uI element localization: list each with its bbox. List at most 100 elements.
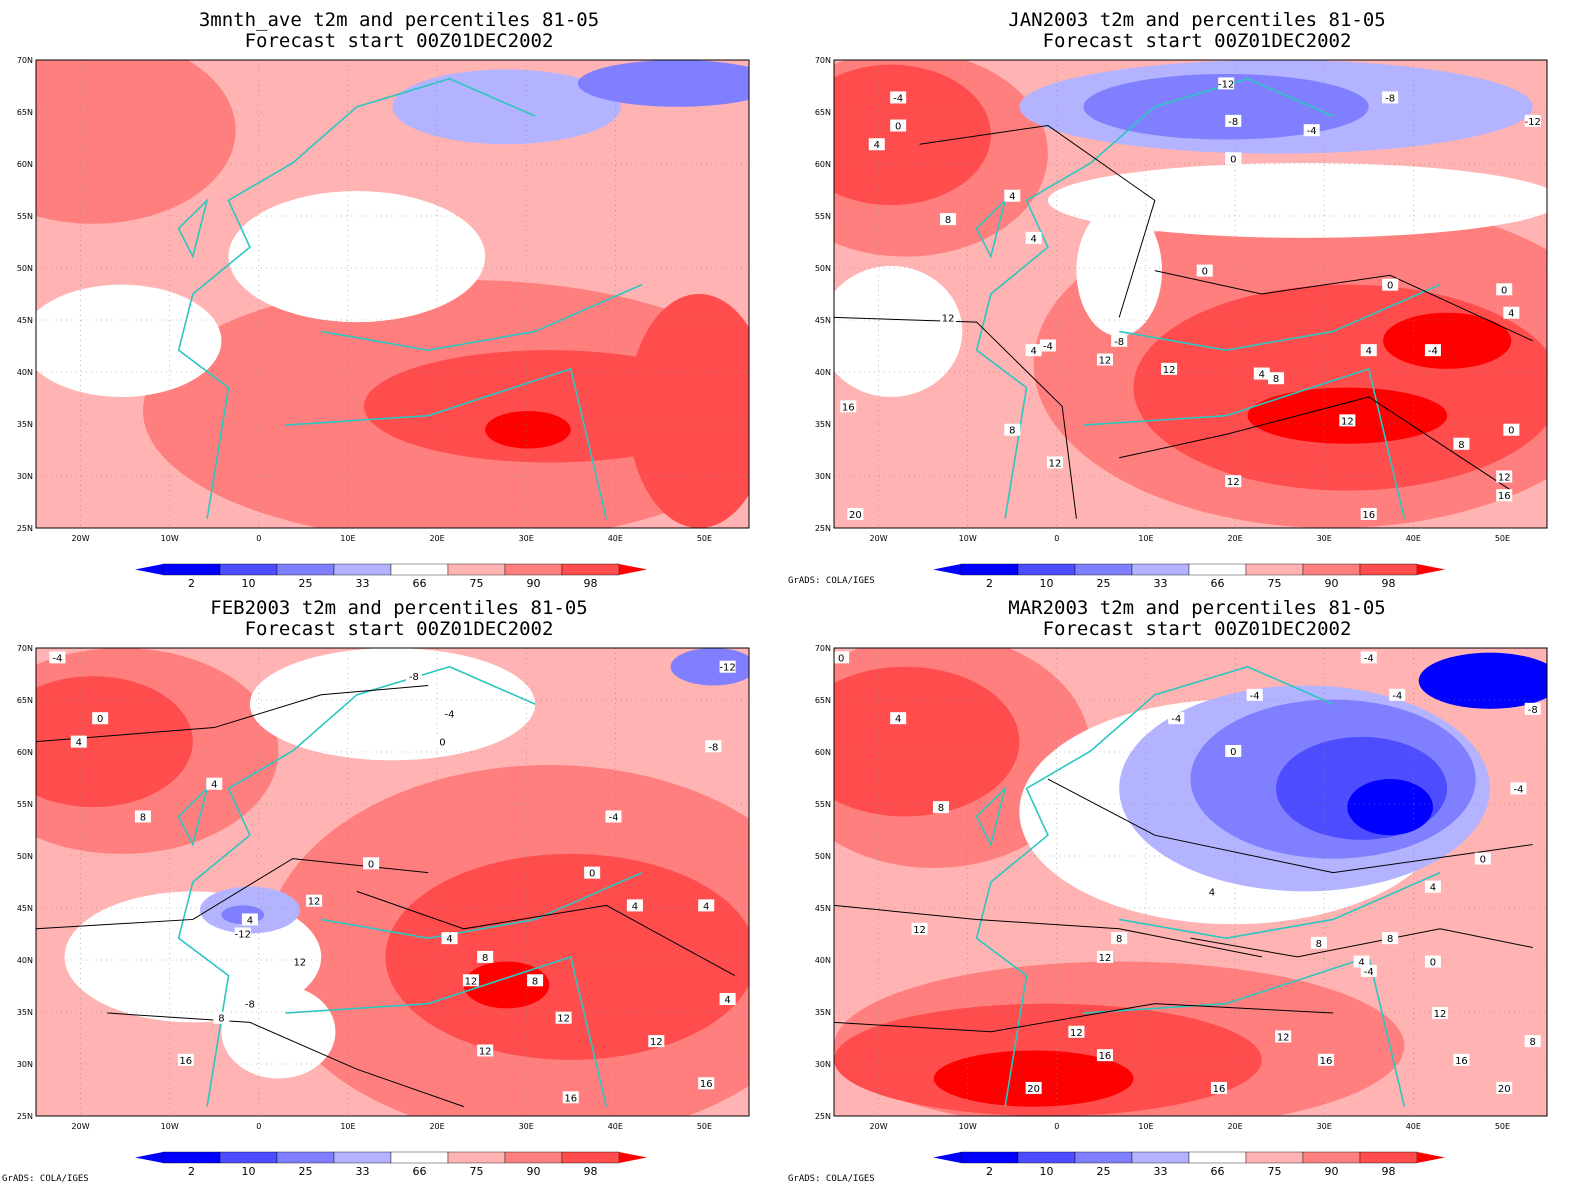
contour-line (107, 1012, 464, 1108)
lat-tick-label: 55N (17, 212, 33, 221)
lat-tick-label: 35N (17, 1008, 33, 1017)
panel-3month: 3mnth_ave t2m and percentiles 81-05 Fore… (0, 0, 798, 590)
colorbar-segment (447, 563, 506, 576)
colorbar-segment (1017, 1151, 1076, 1164)
percentile-region (36, 284, 222, 397)
contour-label: 16 (1455, 1056, 1468, 1067)
contour-label: -8 (409, 672, 419, 683)
colorbar-label: 66 (1211, 577, 1225, 590)
contour-label-bg (1275, 1030, 1292, 1043)
panel-title-line2: Forecast start 00Z01DEC2002 (1042, 30, 1352, 52)
contour-label-bg (1253, 367, 1270, 380)
lat-tick-label: 55N (815, 800, 831, 809)
contour-label: 12 (1277, 1032, 1290, 1043)
contour-label: -4 (1364, 967, 1374, 978)
contour-label: 8 (1009, 426, 1015, 437)
contour-label: 16 (700, 1079, 713, 1090)
contour-label: 0 (1508, 426, 1514, 437)
contour-label: -12 (1525, 117, 1541, 128)
colorbar-segment (1302, 1151, 1361, 1164)
contour-label-bg (940, 311, 957, 324)
contour-label: 0 (97, 714, 103, 725)
contour-label: -4 (52, 653, 62, 664)
colorbar-arrow-right (619, 1152, 647, 1163)
contour-label: 16 (1498, 491, 1511, 502)
contour-label: -4 (1250, 691, 1260, 702)
colorbar-label: 33 (1154, 577, 1168, 590)
colorbar-label: 10 (242, 577, 256, 590)
contour-label: 4 (1358, 958, 1364, 969)
contour-label-bg (1211, 1081, 1228, 1094)
contour-label: 12 (1099, 953, 1112, 964)
lat-tick-label: 50N (815, 852, 831, 861)
percentile-region (1418, 652, 1547, 709)
lat-tick-label: 70N (17, 644, 33, 653)
contour-label: 4 (1366, 346, 1372, 357)
percentile-region (1083, 74, 1369, 140)
contour-label: 4 (724, 995, 730, 1006)
grads-credit: GrADS: COLA/IGES (788, 1174, 875, 1184)
contour-label: 0 (439, 738, 445, 749)
contour-label-bg (555, 1011, 572, 1024)
contour-label-bg (719, 660, 736, 673)
contour-label-bg (1360, 507, 1377, 520)
contour-label-bg (1360, 651, 1377, 664)
contour-label: 12 (942, 313, 955, 324)
lon-tick-label: 20W (72, 1122, 90, 1131)
contour-label: 0 (589, 869, 595, 880)
contour-label-bg (527, 974, 544, 987)
contour-label-bg (1339, 414, 1356, 427)
contour-label-bg (1268, 372, 1285, 385)
percentile-region (670, 648, 749, 686)
contour-label-bg (940, 213, 957, 226)
colorbar-segment (960, 563, 1019, 576)
colorbar-label: 90 (1325, 1165, 1339, 1178)
colorbar-label: 75 (1268, 577, 1282, 590)
colorbar-label: 66 (413, 577, 427, 590)
percentile-region (385, 853, 749, 1060)
percentile-region (392, 69, 621, 145)
colorbar-segment (162, 563, 221, 576)
colorbar-segment (504, 563, 563, 576)
contour-label: 4 (1259, 370, 1265, 381)
panel-title-line1: JAN2003 t2m and percentiles 81-05 (1008, 9, 1386, 31)
contour-label-bg (405, 670, 422, 683)
panel-title-line2: Forecast start 00Z01DEC2002 (1042, 618, 1352, 640)
lon-tick-label: 10E (340, 1122, 355, 1131)
contour-label: -4 (445, 710, 455, 721)
contour-label: 16 (1213, 1084, 1226, 1095)
lat-tick-label: 65N (815, 696, 831, 705)
contour-label: -8 (1114, 337, 1124, 348)
contour-label: 8 (140, 812, 146, 823)
contour-label: 20 (849, 510, 862, 521)
coastline (975, 665, 1441, 1107)
contour-label: 12 (1498, 473, 1511, 484)
contour-label: -4 (1364, 653, 1374, 664)
contour-label: 8 (938, 803, 944, 814)
contour-label-bg (434, 735, 451, 748)
lon-tick-label: 10W (959, 534, 977, 543)
contour-label: -12 (235, 929, 251, 940)
lat-tick-label: 45N (17, 316, 33, 325)
colorbar-arrow-left (135, 564, 163, 575)
contour-label-bg (605, 810, 622, 823)
contour-label-bg (177, 1053, 194, 1066)
colorbar-label: 25 (1097, 1165, 1111, 1178)
contour-label-bg (868, 138, 885, 151)
contour-label: 8 (1387, 934, 1393, 945)
contour-line (36, 684, 429, 743)
contour-label: 0 (1387, 281, 1393, 292)
contour-label-bg (1510, 782, 1527, 795)
contour-label-bg (213, 1011, 230, 1024)
contour-label-bg (206, 777, 223, 790)
colorbar-label: 33 (356, 577, 370, 590)
contour-label-bg (1004, 189, 1021, 202)
lat-tick-label: 25N (17, 1112, 33, 1121)
contour-label: 0 (368, 859, 374, 870)
map-frame (35, 59, 750, 529)
lon-tick-label: 40E (1406, 534, 1421, 543)
percentile-region (36, 60, 236, 224)
contour-label: 20 (1498, 1084, 1511, 1095)
contour-label: 4 (446, 934, 452, 945)
colorbar-label: 25 (1097, 577, 1111, 590)
